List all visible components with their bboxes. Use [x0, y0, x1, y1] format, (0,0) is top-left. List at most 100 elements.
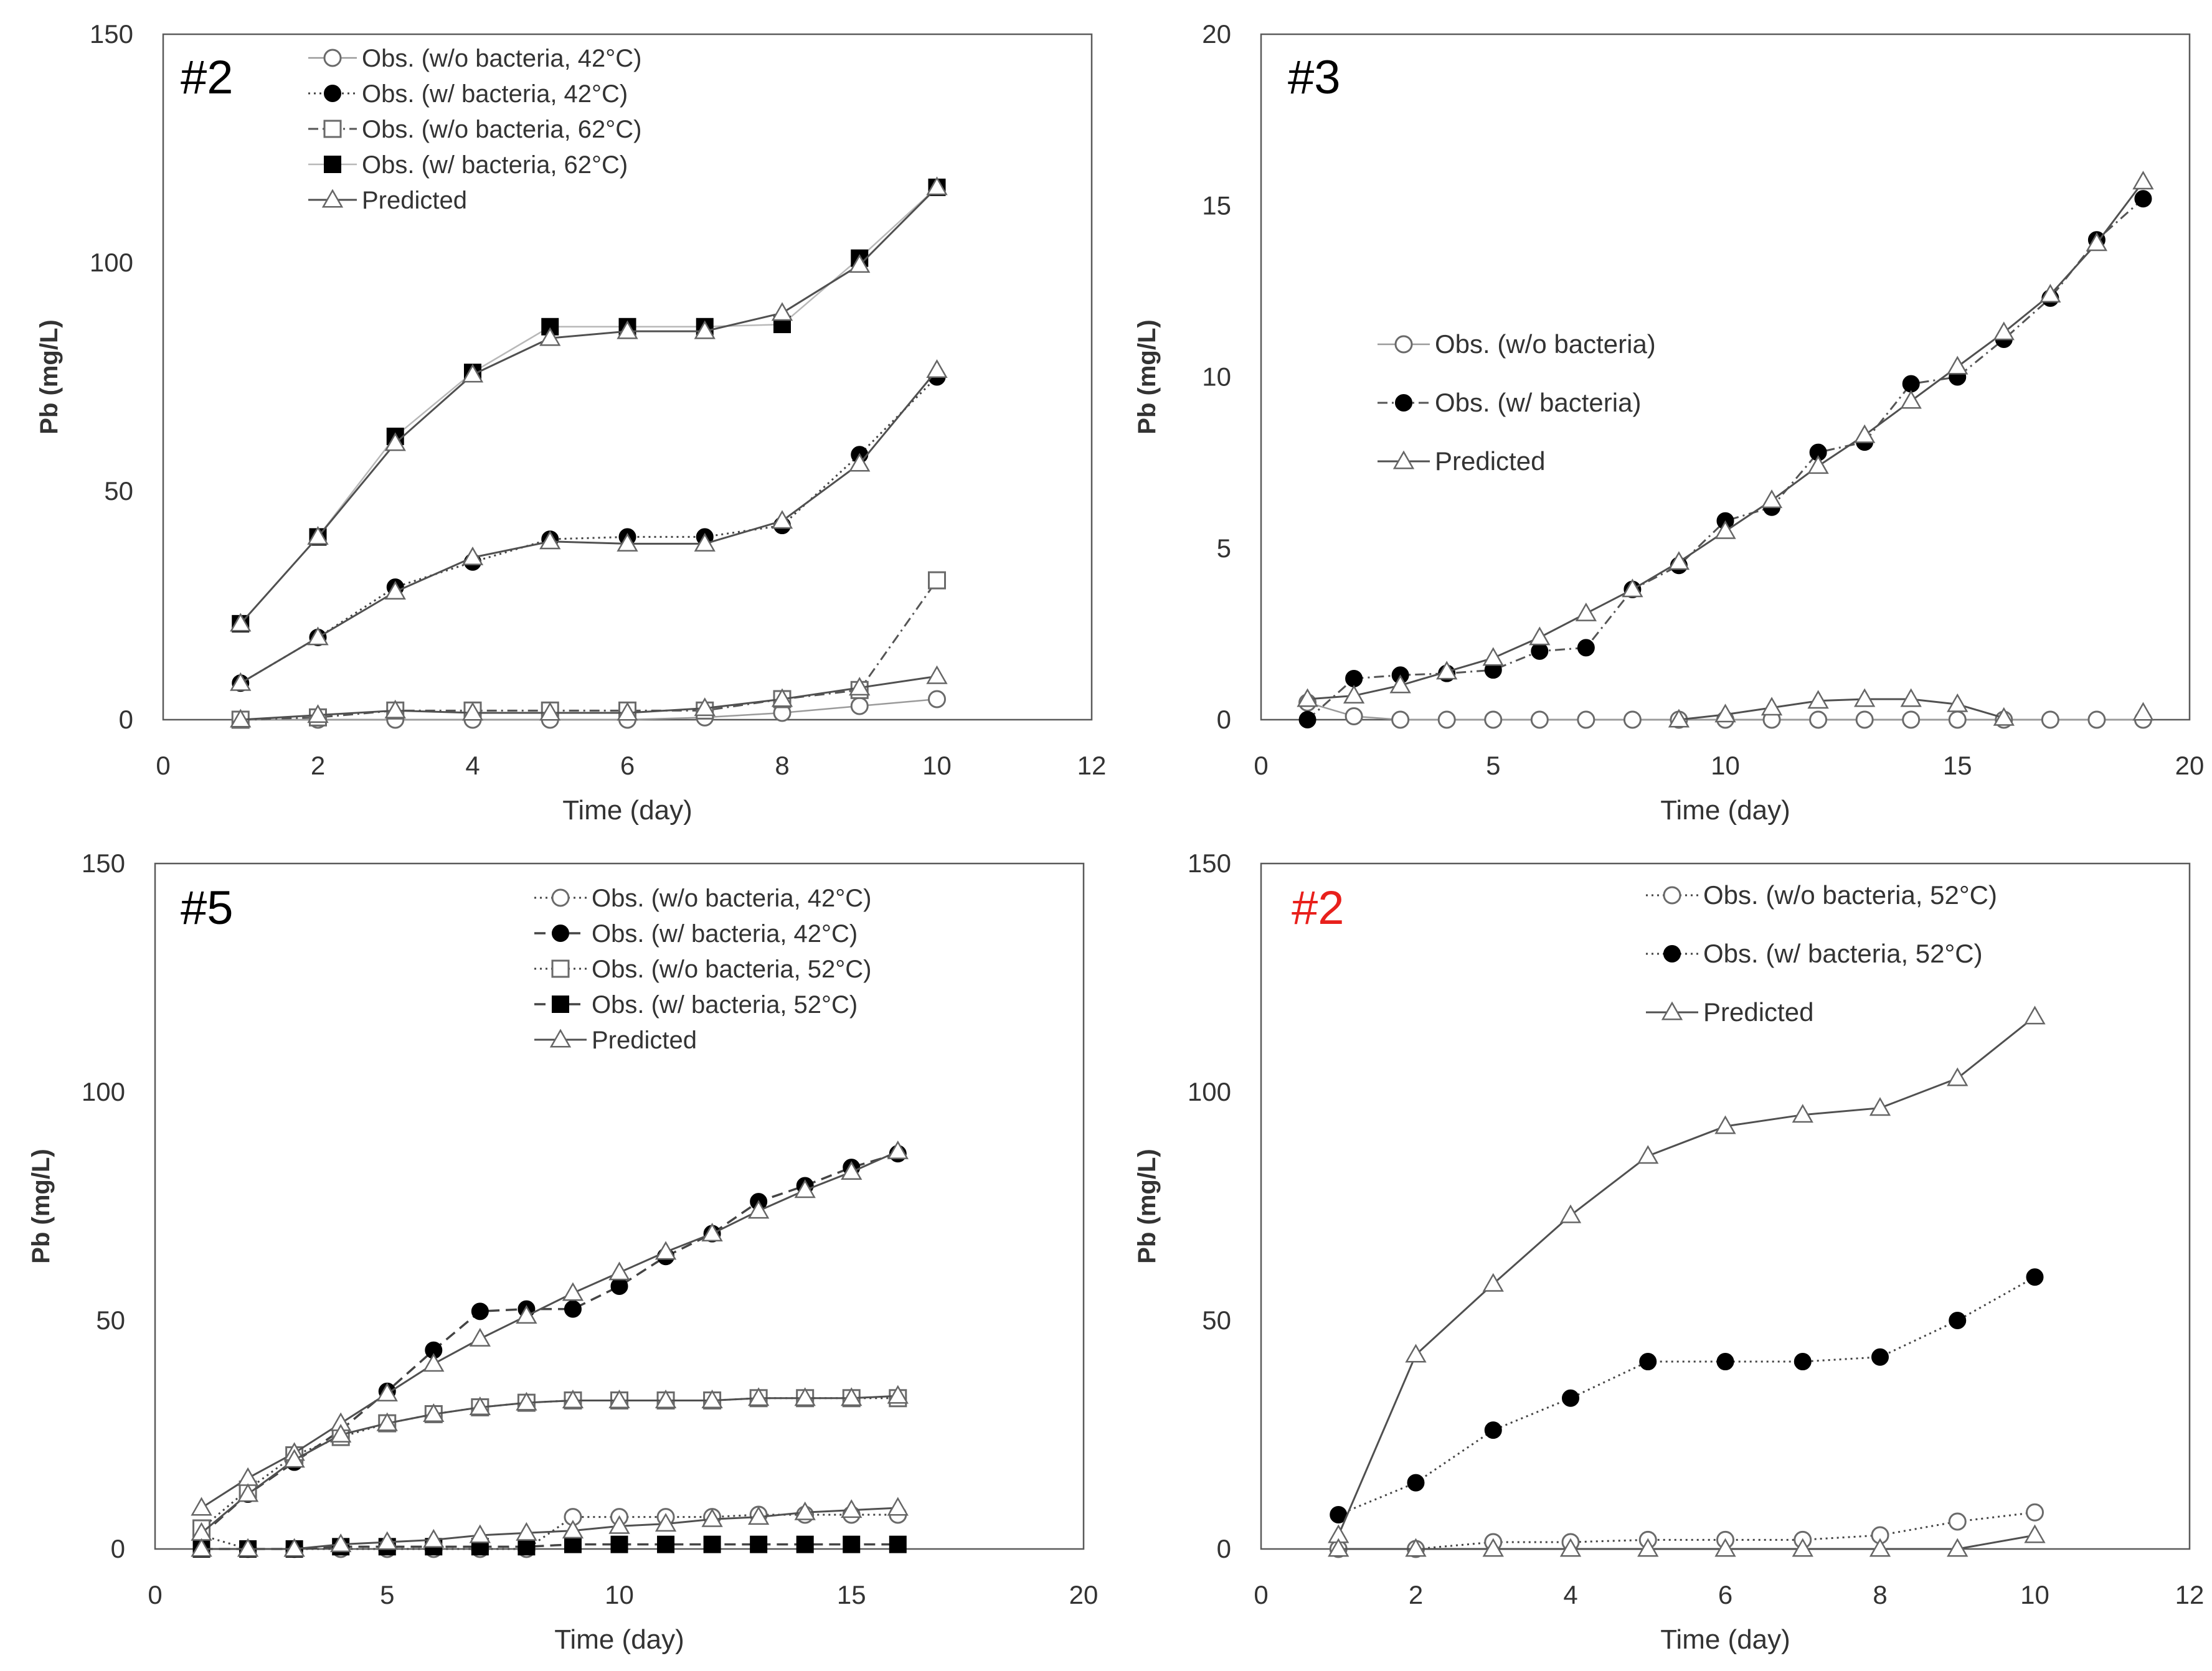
data-point — [1714, 1538, 1736, 1557]
series-line — [240, 580, 938, 721]
series-line — [201, 1151, 899, 1509]
data-point — [694, 697, 716, 717]
y-tick-label: 0 — [1217, 1534, 1231, 1563]
data-point — [617, 702, 638, 721]
legend-marker — [1663, 886, 1681, 905]
data-point — [1948, 1512, 1967, 1531]
legend-label: Obs. (w/o bacteria, 62°C) — [362, 116, 642, 143]
data-point — [237, 1467, 259, 1486]
data-point — [703, 1535, 721, 1553]
data-point — [230, 613, 252, 632]
data-point — [1855, 710, 1874, 729]
legend-item: Obs. (w/ bacteria, 52°C) — [534, 991, 858, 1019]
series-2 — [192, 1145, 907, 1544]
legend-label: Obs. (w/ bacteria, 52°C) — [592, 991, 858, 1019]
series-3 — [231, 571, 946, 729]
data-point — [1297, 688, 1318, 707]
series-1 — [1329, 1503, 2044, 1558]
data-point — [694, 320, 716, 339]
data-point — [1529, 626, 1551, 646]
series-line — [201, 1395, 898, 1534]
data-point — [469, 1524, 491, 1543]
y-axis-label: Pb (mg/L) — [1133, 319, 1161, 434]
data-point — [887, 1140, 909, 1159]
series-5 — [2132, 702, 2154, 721]
legend-label: Obs. (w/o bacteria, 42°C) — [592, 885, 872, 912]
data-point — [850, 697, 869, 715]
series-line — [201, 1507, 898, 1550]
data-point — [701, 1223, 723, 1242]
data-point — [516, 1522, 537, 1541]
legend-item: Obs. (w/o bacteria, 52°C) — [1646, 880, 1997, 910]
x-tick-label: 10 — [2020, 1580, 2049, 1609]
data-point — [1869, 1538, 1891, 1557]
series-7 — [230, 176, 948, 632]
data-point — [1809, 710, 1828, 729]
legend-item: Obs. (w/o bacteria, 42°C) — [534, 885, 872, 912]
data-point — [1761, 697, 1783, 716]
data-point — [794, 1387, 816, 1406]
data-point — [307, 626, 329, 646]
x-tick-label: 6 — [1718, 1580, 1732, 1609]
chart-panel-1: 0 2 4 6 8 10 12 0 50 100 150 Time (day) Pb (mg/L) #2 O… — [35, 19, 1106, 826]
legend-label: Predicted — [1703, 997, 1813, 1027]
legend-label: Obs. (w/o bacteria, 52°C) — [592, 956, 872, 983]
data-point — [2134, 190, 2152, 208]
series-4 — [1668, 688, 2015, 728]
data-point — [926, 359, 948, 378]
y-tick-label: 20 — [1202, 19, 1231, 49]
data-point — [564, 1535, 582, 1553]
series-line — [201, 1513, 898, 1550]
data-point — [1345, 669, 1363, 687]
y-tick-label: 10 — [1202, 362, 1231, 392]
data-point — [384, 699, 406, 718]
series-3 — [1297, 171, 2154, 707]
x-tick-label: 0 — [1254, 751, 1268, 780]
legend-label: Obs. (w/ bacteria, 52°C) — [1703, 939, 1983, 968]
y-tick-label: 50 — [104, 476, 133, 506]
data-point — [617, 320, 638, 339]
series-4 — [232, 178, 946, 633]
data-point — [2024, 1524, 2046, 1543]
panel-label: #2 — [1292, 882, 1345, 934]
chart-panel-4: 0 2 4 6 8 10 12 0 50 100 150 Time (day) Pb (mg/L) #2 O… — [1133, 849, 2204, 1655]
legend: Obs. (w/o bacteria, 42°C) Obs. (w/ bacter… — [308, 45, 642, 214]
legend-marker — [324, 85, 341, 102]
data-point — [518, 1538, 536, 1556]
data-point — [1668, 708, 1690, 728]
legend-item: Obs. (w/o bacteria) — [1378, 329, 1656, 359]
legend-label: Obs. (w/ bacteria) — [1435, 388, 1641, 417]
data-point — [1559, 1538, 1582, 1557]
data-point — [539, 530, 561, 550]
y-tick-label: 0 — [1217, 705, 1231, 734]
data-point — [887, 1497, 909, 1516]
x-tick-label: 20 — [2175, 751, 2205, 780]
data-point — [1577, 710, 1595, 729]
data-point — [843, 1535, 861, 1553]
legend-label: Obs. (w/o bacteria, 52°C) — [1703, 880, 1997, 910]
data-point — [1947, 355, 1969, 375]
data-point — [237, 1538, 259, 1557]
data-point — [283, 1538, 305, 1557]
data-point — [376, 1412, 398, 1431]
data-point — [771, 688, 793, 707]
legend-item: Obs. (w/ bacteria, 42°C) — [534, 920, 858, 948]
x-tick-label: 10 — [605, 1580, 634, 1609]
series-4 — [1328, 1524, 2046, 1557]
legend-marker — [1392, 450, 1415, 469]
data-point — [1437, 710, 1456, 729]
series-line — [1678, 698, 2005, 721]
data-point — [1792, 1538, 1813, 1557]
data-point — [747, 1200, 770, 1219]
data-point — [928, 571, 946, 590]
data-point — [2026, 1268, 2044, 1286]
series-line — [240, 186, 938, 624]
x-tick-label: 2 — [1409, 1580, 1423, 1609]
data-point — [617, 532, 638, 552]
data-point — [384, 432, 406, 451]
x-tick-label: 5 — [380, 1580, 394, 1609]
data-point — [849, 254, 871, 273]
data-point — [1482, 647, 1504, 666]
data-point — [469, 1396, 491, 1415]
data-point — [2132, 702, 2154, 721]
